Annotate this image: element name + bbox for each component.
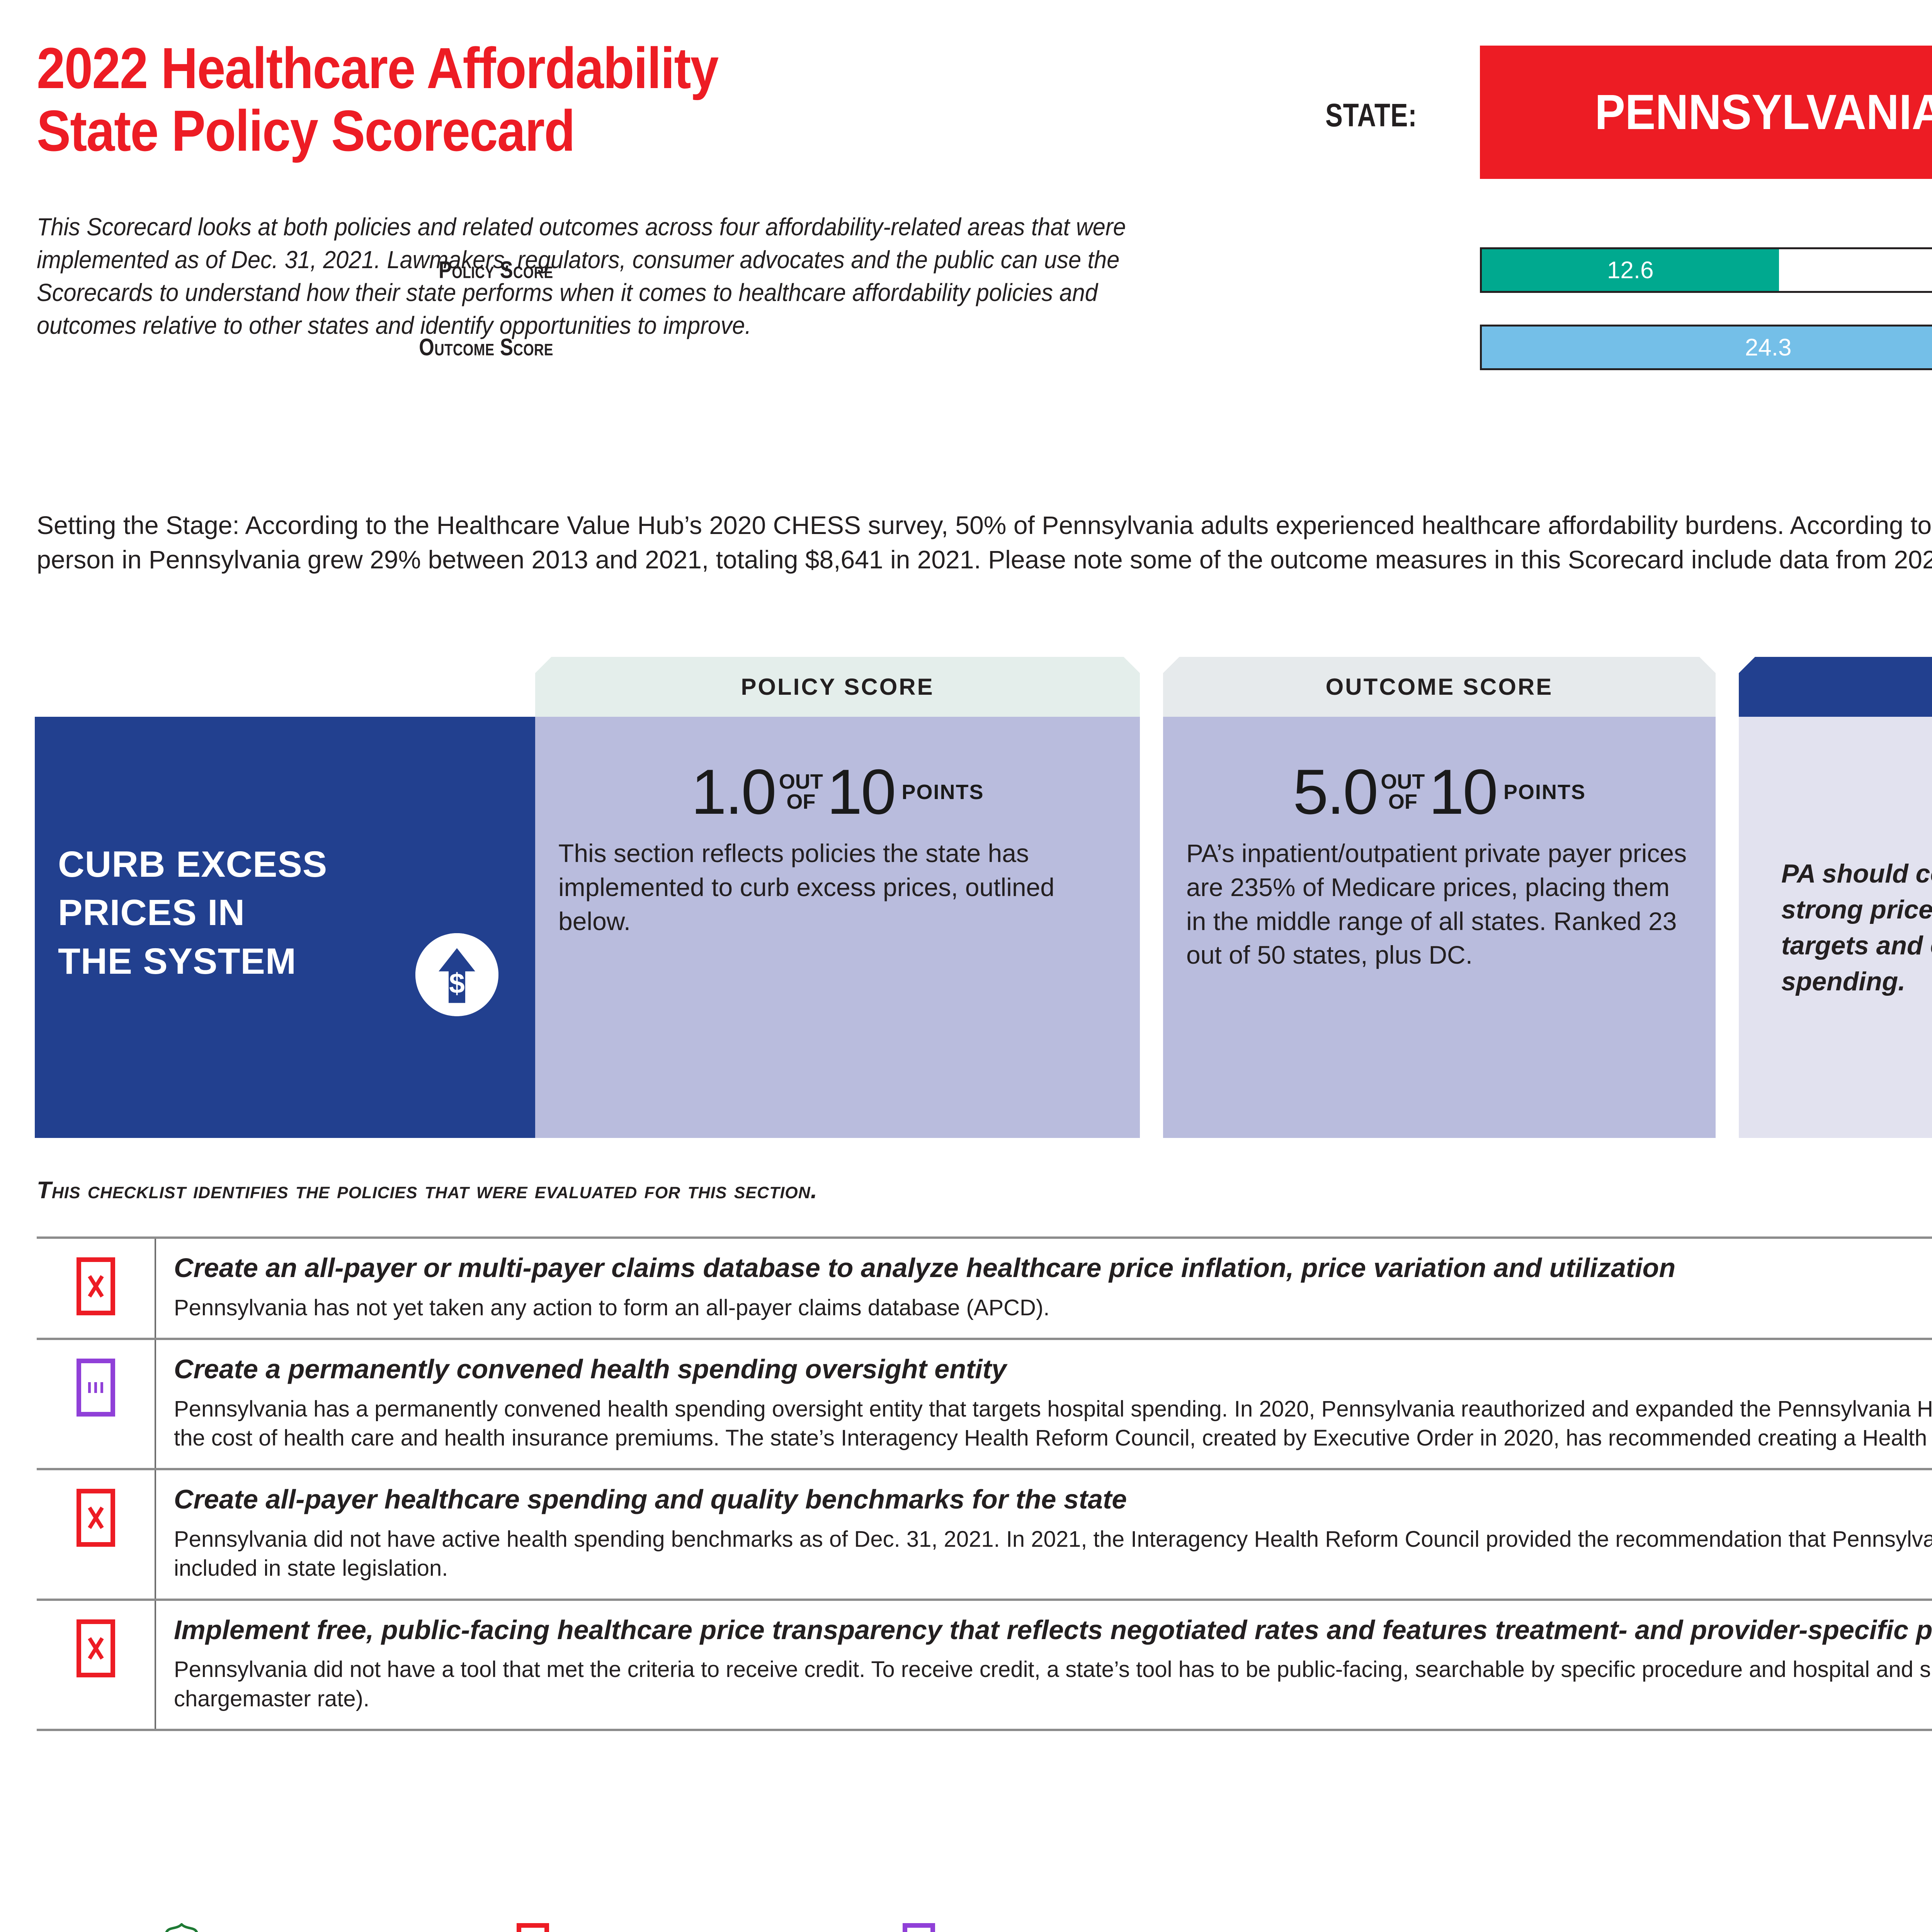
tab-policy-score: POLICY SCORE [535, 657, 1140, 717]
policy-section-score: 1.0 [691, 756, 777, 827]
check-implemented-icon [160, 1923, 203, 1932]
checklist-body: Create an all-payer or multi-payer claim… [155, 1239, 1932, 1338]
policy-points-word: POINTS [901, 780, 984, 804]
legend-item: =implemented by state [160, 1923, 474, 1932]
tab-recommendations: RECOMMENDATIONS [1739, 657, 1932, 717]
outcome-score-label: Outcome Score [419, 334, 553, 361]
outcome-score-value: 24.3 [1745, 334, 1792, 361]
outcome-out-word: OUT [1381, 770, 1425, 794]
outcome-score-bar: 24.3 out of 40 [1480, 325, 1932, 370]
legend-key: KEY: =implemented by state =not implement… [70, 1915, 1932, 1932]
recommendations-text: PA should consider creating a robust APC… [1781, 859, 1932, 997]
outcome-section-max: 10 [1429, 756, 1498, 827]
policy-score-headline: 1.0 OUT OF 10 POINTS [535, 755, 1140, 828]
checklist-row: Create all-payer healthcare spending and… [37, 1468, 1932, 1599]
dollar-arrow-up-icon: $ [415, 933, 498, 1016]
outcome-score-panel: 5.0 OUT OF 10 POINTS PA’s inpatient/outpatie… [1163, 717, 1716, 1138]
checklist-description: Pennsylvania has a permanently convened … [174, 1396, 1932, 1451]
policy-section-max: 10 [827, 756, 896, 827]
checklist-row: Implement free, public-facing healthcare… [37, 1598, 1932, 1731]
state-label: STATE: [1325, 97, 1417, 133]
checklist-body: Implement free, public-facing healthcare… [155, 1600, 1932, 1729]
policy-out-word: OUT [779, 770, 823, 794]
policy-score-label: Policy Score [439, 257, 553, 284]
setting-the-stage-paragraph: Setting the Stage: According to the Heal… [37, 511, 1932, 574]
outcome-section-score: 5.0 [1293, 756, 1378, 827]
category-panel: CURB EXCESS PRICES IN THE SYSTEM $ [35, 717, 535, 1138]
policy-score-panel: 1.0 OUT OF 10 POINTS This section reflects p… [535, 717, 1140, 1138]
policy-panel-description: This section reflects policies the state… [558, 839, 1054, 935]
checklist-title: Implement free, public-facing healthcare… [174, 1614, 1932, 1645]
intro-paragraph: This Scorecard looks at both policies an… [37, 213, 1126, 340]
recommendations-panel: PA should consider creating a robust APC… [1739, 717, 1932, 1138]
section-panels: POLICY SCORE OUTCOME SCORE RECOMMENDATIO… [35, 657, 1932, 1159]
dots-could-be-enhanced-icon [903, 1923, 935, 1932]
checklist-body: Create all-payer healthcare spending and… [155, 1470, 1932, 1599]
state-name-badge: PENNSYLVANIA [1480, 46, 1932, 179]
x-not-implemented-icon [76, 1489, 115, 1547]
policy-checklist: Create an all-payer or multi-payer claim… [37, 1236, 1932, 1731]
checklist-title: Create a permanently convened health spe… [174, 1354, 1007, 1384]
tab-outcome-score: OUTCOME SCORE [1163, 657, 1716, 717]
page-title: 2022 Healthcare Affordability State Poli… [37, 36, 719, 163]
checklist-description: Pennsylvania did not have active health … [174, 1526, 1932, 1581]
checklist-description: Pennsylvania did not have a tool that me… [174, 1657, 1932, 1711]
legend-item: =the state has implemented policies, but… [903, 1923, 1602, 1932]
dots-could-be-enhanced-icon [76, 1358, 115, 1417]
checklist-status-cell [37, 1239, 155, 1338]
x-not-implemented-icon [76, 1619, 115, 1677]
legend-item: =not implemented by state [516, 1923, 861, 1932]
policy-score-value: 12.6 [1607, 257, 1654, 284]
policy-score-fill: 12.6 [1482, 249, 1779, 291]
checklist-note: This checklist identifies the policies t… [37, 1177, 818, 1204]
policy-score-bar: 12.6 out of 40 [1480, 247, 1932, 293]
policy-of-word: OF [786, 790, 816, 813]
key-label: KEY: [70, 1930, 141, 1932]
checklist-status-cell [37, 1601, 155, 1729]
x-not-implemented-icon [516, 1923, 549, 1932]
checklist-title: Create an all-payer or multi-payer claim… [174, 1253, 1676, 1283]
state-name: PENNSYLVANIA [1595, 85, 1932, 140]
outcome-panel-description: PA’s inpatient/outpatient private payer … [1186, 839, 1687, 969]
checklist-description: Pennsylvania has not yet taken any actio… [174, 1295, 1050, 1320]
checklist-title: Create all-payer healthcare spending and… [174, 1484, 1127, 1515]
outcome-score-headline: 5.0 OUT OF 10 POINTS [1163, 755, 1716, 828]
svg-text:$: $ [449, 968, 465, 999]
checklist-status-cell [37, 1470, 155, 1598]
header: 2022 Healthcare Affordability State Poli… [0, 0, 1932, 464]
outcome-score-fill: 24.3 [1482, 327, 1932, 368]
x-not-implemented-icon [76, 1257, 115, 1315]
checklist-row: Create a permanently convened health spe… [37, 1337, 1932, 1468]
outcome-of-word: OF [1388, 790, 1417, 813]
checklist-status-cell [37, 1340, 155, 1468]
outcome-points-word: POINTS [1503, 780, 1586, 804]
checklist-body: Create a permanently convened health spe… [155, 1340, 1932, 1468]
category-title: CURB EXCESS PRICES IN THE SYSTEM [58, 844, 328, 982]
checklist-row: Create an all-payer or multi-payer claim… [37, 1236, 1932, 1338]
